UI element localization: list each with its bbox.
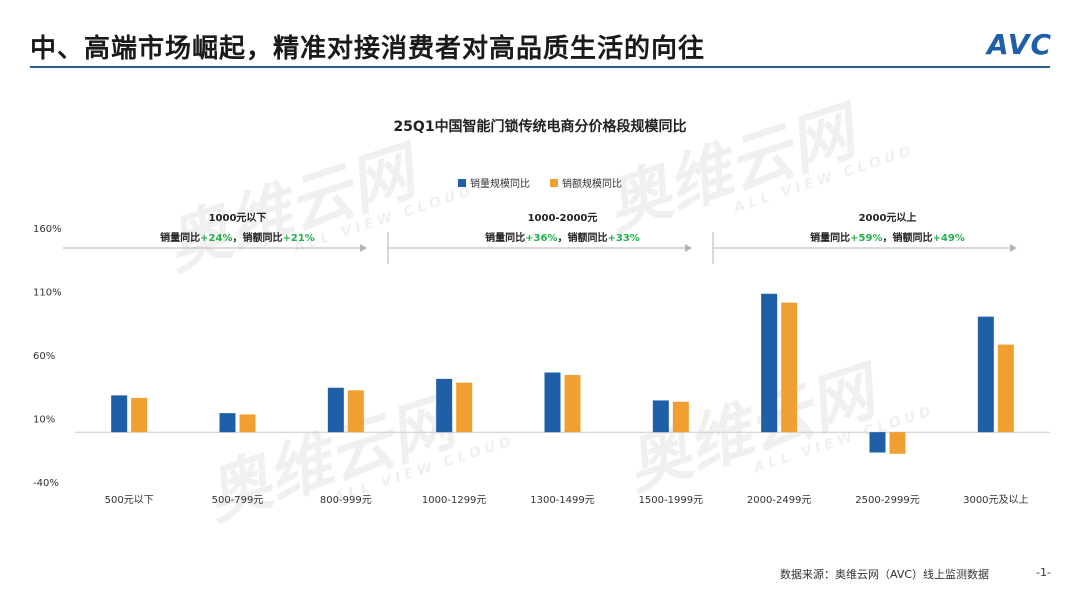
bar-0-4 — [544, 372, 561, 433]
y-tick-label: 10% — [33, 415, 55, 426]
segment-summary: 销量同比+24%，销额同比+21% — [160, 231, 315, 244]
x-category-label: 3000元及以上 — [963, 494, 1028, 506]
segment-arrow-head — [1010, 244, 1017, 252]
x-category-label: 500元以下 — [105, 495, 154, 506]
title-divider — [30, 66, 1050, 68]
y-tick-label: 160% — [33, 224, 62, 235]
x-category-label: 1000-1299元 — [422, 495, 487, 506]
bar-1-1 — [239, 414, 256, 433]
bar-1-2 — [347, 390, 364, 433]
bar-1-5 — [672, 401, 689, 433]
bar-1-8 — [997, 344, 1014, 433]
bar-0-3 — [436, 378, 453, 433]
y-tick-label: 60% — [33, 351, 55, 362]
bar-1-7 — [889, 432, 906, 454]
legend-label-0: 销量规模同比 — [470, 177, 530, 190]
x-category-label: 1300-1499元 — [530, 495, 595, 506]
bar-0-1 — [219, 413, 236, 433]
data-source-note: 数据来源：奥维云网（AVC）线上监测数据 — [780, 568, 990, 581]
segment-label: 1000元以下 — [209, 212, 267, 224]
bar-0-7 — [869, 432, 886, 453]
bar-0-6 — [761, 293, 778, 433]
segment-summary: 销量同比+59%，销额同比+49% — [810, 231, 965, 244]
bar-1-6 — [781, 302, 798, 433]
bar-1-3 — [456, 382, 473, 433]
segment-label: 2000元以上 — [859, 211, 917, 224]
x-category-label: 2000-2499元 — [747, 495, 812, 506]
segment-label: 1000-2000元 — [528, 212, 598, 224]
legend-label-1: 销额规模同比 — [562, 177, 622, 190]
bar-0-8 — [977, 316, 994, 433]
bar-1-4 — [564, 375, 581, 433]
bar-0-2 — [327, 387, 344, 433]
avc-logo: AVC — [987, 28, 1052, 61]
x-category-label: 800-999元 — [320, 495, 372, 506]
segment-summary: 销量同比+36%，销额同比+33% — [485, 231, 640, 244]
page-title: 中、高端市场崛起，精准对接消费者对高品质生活的向往 — [30, 34, 706, 64]
chart-title: 25Q1中国智能门锁传统电商分价格段规模同比 — [393, 118, 686, 135]
segment-arrow-head — [360, 244, 367, 252]
y-tick-label: -40% — [33, 478, 59, 489]
legend-swatch-0 — [458, 179, 466, 187]
legend-swatch-1 — [550, 179, 558, 187]
bar-0-5 — [652, 400, 669, 433]
y-tick-label: 110% — [33, 288, 62, 299]
bar-1-0 — [131, 397, 148, 433]
page-number: -1- — [1036, 566, 1051, 579]
bar-0-0 — [111, 395, 128, 433]
segment-arrow-head — [685, 244, 692, 252]
x-category-label: 1500-1999元 — [639, 495, 704, 506]
x-category-label: 500-799元 — [212, 495, 264, 506]
x-category-label: 2500-2999元 — [855, 495, 920, 506]
